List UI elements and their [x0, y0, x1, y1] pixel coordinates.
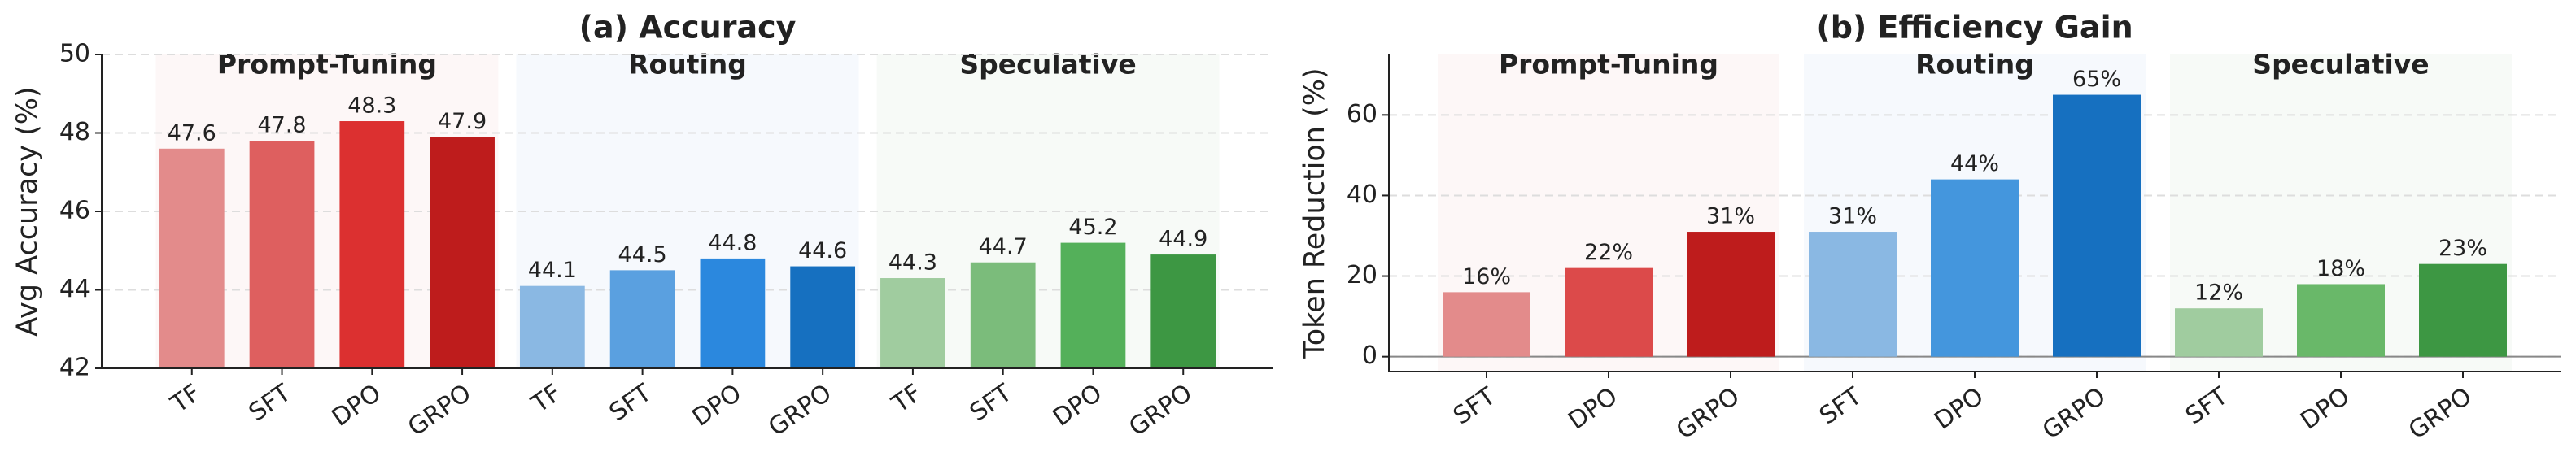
x-tick-label: DPO — [1048, 379, 1107, 433]
value-label: 44.1 — [528, 258, 577, 283]
bar — [700, 258, 766, 368]
x-tick-label: SFT — [1448, 381, 1501, 430]
value-label: 44.7 — [979, 234, 1028, 259]
bar — [2297, 284, 2385, 357]
x-tick-label: DPO — [327, 379, 386, 433]
value-label: 45.2 — [1068, 215, 1117, 240]
value-label: 44% — [1950, 151, 1999, 176]
y-tick-label: 42 — [59, 354, 90, 382]
group-label: Routing — [1915, 49, 2034, 80]
value-label: 48.3 — [347, 94, 396, 119]
x-tick-label: SFT — [2181, 381, 2233, 430]
x-tick-label: SFT — [244, 378, 297, 427]
value-label: 65% — [2072, 67, 2121, 92]
x-tick-label: DPO — [688, 379, 747, 433]
bar — [2053, 94, 2141, 357]
bar — [519, 285, 585, 368]
y-axis-label: Token Reduction (%) — [1299, 67, 1331, 359]
y-tick-label: 40 — [1347, 180, 1378, 209]
x-tick-label: TF — [165, 379, 206, 420]
bar — [790, 266, 856, 368]
x-tick-label: TF — [886, 379, 927, 420]
chart-title: (a) Accuracy — [579, 10, 797, 46]
x-tick-label: DPO — [1929, 382, 1989, 436]
bar — [249, 141, 315, 368]
bar — [2175, 308, 2263, 357]
chart-title: (b) Efficiency Gain — [1816, 10, 2133, 46]
bar — [430, 137, 495, 368]
bar — [1565, 267, 1653, 357]
value-label: 44.3 — [889, 250, 937, 276]
bar — [1443, 292, 1530, 357]
value-label: 44.8 — [708, 230, 757, 255]
value-label: 22% — [1584, 240, 1633, 265]
y-tick-label: 44 — [59, 275, 90, 303]
bar — [2419, 263, 2507, 357]
x-tick-label: SFT — [965, 378, 1018, 427]
value-label: 31% — [1828, 204, 1877, 229]
value-label: 47.6 — [168, 120, 216, 146]
bar — [880, 278, 945, 368]
value-label: 44.5 — [618, 242, 667, 267]
x-tick-label: GRPO — [2404, 382, 2477, 446]
value-label: 18% — [2316, 256, 2365, 281]
y-tick-label: 46 — [59, 197, 90, 225]
group-label: Prompt-Tuning — [217, 49, 437, 80]
bar — [1150, 254, 1216, 368]
value-label: 47.8 — [257, 113, 306, 138]
x-tick-label: TF — [526, 379, 566, 420]
bar — [1687, 232, 1775, 357]
x-tick-label: SFT — [1814, 381, 1867, 430]
y-tick-label: 48 — [59, 118, 90, 146]
bar — [159, 148, 225, 369]
value-label: 47.9 — [438, 109, 487, 134]
value-label: 12% — [2194, 281, 2243, 306]
bar — [1809, 232, 1897, 357]
value-label: 16% — [1462, 264, 1511, 289]
x-tick-label: DPO — [1563, 382, 1622, 436]
group-label: Routing — [628, 49, 747, 80]
bar — [1931, 179, 2019, 357]
x-tick-label: SFT — [605, 378, 657, 427]
y-tick-label: 20 — [1347, 261, 1378, 289]
y-tick-label: 50 — [59, 40, 90, 68]
bar — [339, 121, 405, 368]
bar — [609, 270, 675, 368]
bar — [1060, 242, 1126, 368]
group-label: Speculative — [2252, 49, 2429, 80]
bar — [970, 262, 1036, 368]
x-tick-label: DPO — [2295, 382, 2355, 436]
value-label: 23% — [2438, 236, 2487, 261]
y-axis-label: Avg Accuracy (%) — [11, 86, 44, 336]
x-tick-label: GRPO — [403, 379, 476, 442]
y-tick-label: 60 — [1347, 100, 1378, 128]
x-tick-label: GRPO — [1671, 382, 1744, 446]
value-label: 44.6 — [798, 238, 847, 263]
x-tick-label: GRPO — [1124, 379, 1197, 442]
x-tick-label: GRPO — [763, 379, 836, 442]
x-tick-label: GRPO — [2037, 382, 2111, 446]
value-label: 31% — [1706, 204, 1755, 229]
group-label: Speculative — [959, 49, 1136, 80]
value-label: 44.9 — [1159, 227, 1207, 252]
group-label: Prompt-Tuning — [1499, 49, 1718, 80]
y-tick-label: 0 — [1362, 341, 1378, 370]
